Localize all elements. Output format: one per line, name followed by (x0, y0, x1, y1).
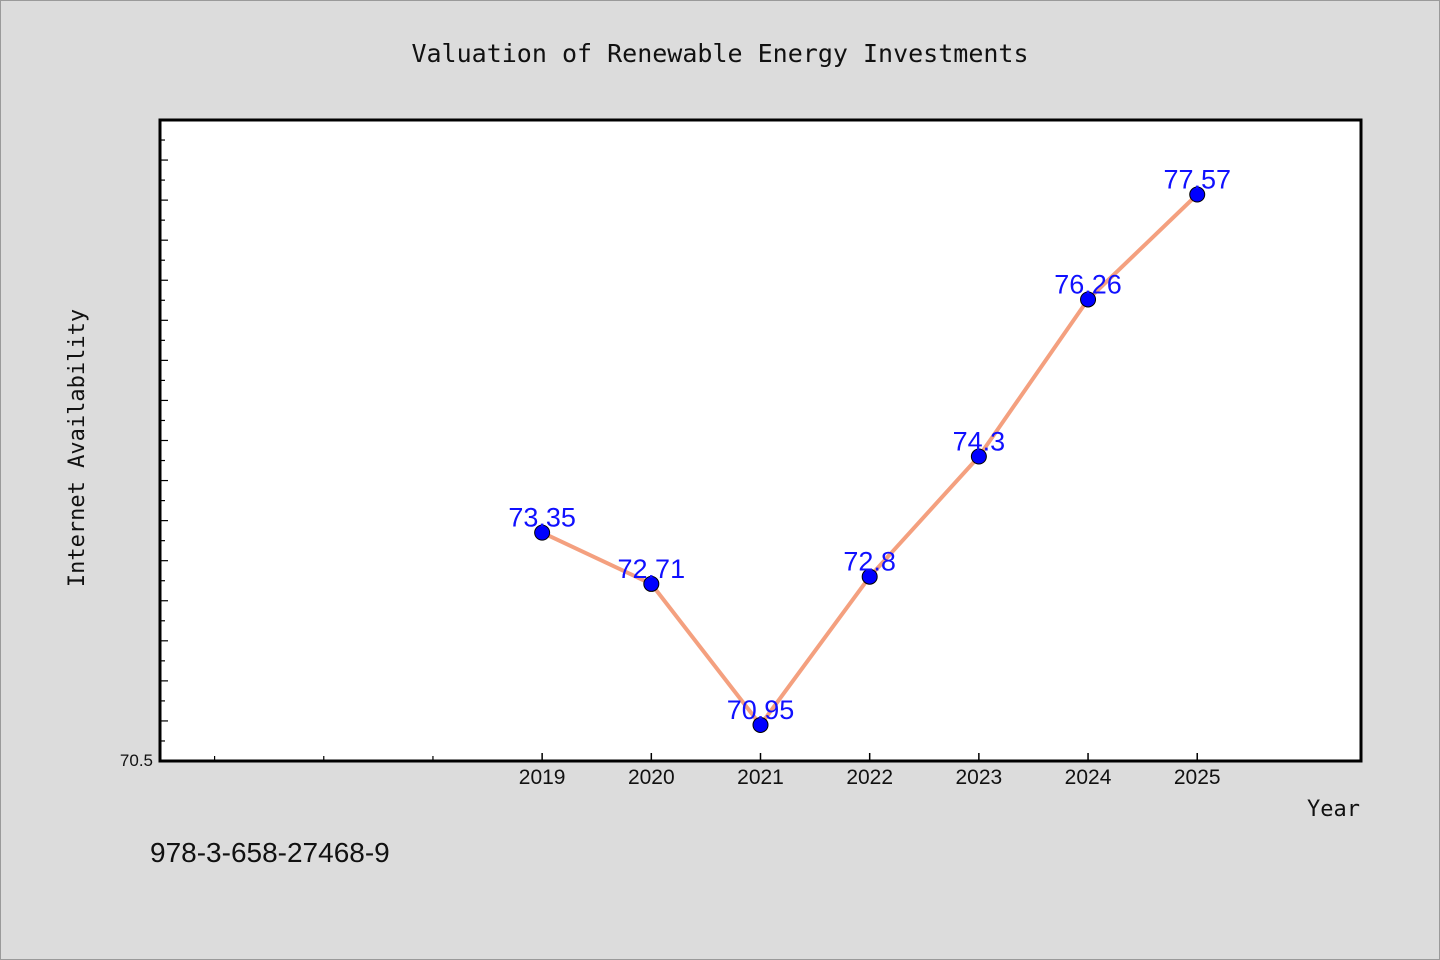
x-tick-label: 2021 (737, 766, 784, 789)
x-axis-ticks: 2019 2020 2021 2022 2023 2024 2025 (519, 753, 1221, 789)
x-tick-label: 2020 (628, 766, 675, 789)
y-axis-label: Internet Availability (65, 309, 90, 587)
data-point (752, 716, 769, 733)
x-axis-minor-ticks (213, 756, 434, 761)
data-point (861, 568, 878, 585)
data-point (534, 524, 551, 541)
data-point (970, 448, 987, 465)
data-point (1189, 186, 1206, 203)
data-label: 77.57 (1163, 165, 1231, 195)
x-tick-label: 2023 (956, 766, 1003, 789)
data-label: 74.3 (953, 427, 1006, 457)
x-tick-label: 2025 (1174, 766, 1221, 789)
chart-title: Valuation of Renewable Energy Investment… (411, 39, 1028, 68)
x-axis-label: Year (1307, 797, 1360, 822)
data-label: 73.35 (508, 503, 576, 533)
x-tick-label: 2024 (1065, 766, 1112, 789)
data-point (1080, 291, 1097, 308)
x-tick-label: 2019 (519, 766, 566, 789)
data-point (643, 575, 660, 592)
data-label: 72.71 (618, 554, 686, 584)
series-group: 73.35 72.71 70.95 72.8 74.3 76.26 77.57 (508, 165, 1231, 733)
y-tick-label: 70.5 (120, 751, 153, 770)
data-label: 70.95 (727, 695, 795, 725)
isbn-text: 978-3-658-27468-9 (150, 837, 390, 868)
data-label: 76.26 (1054, 269, 1122, 299)
y-axis-ticks (160, 119, 168, 762)
x-tick-label: 2022 (846, 766, 893, 789)
plot-area (158, 118, 1363, 763)
data-label: 72.8 (843, 547, 896, 577)
